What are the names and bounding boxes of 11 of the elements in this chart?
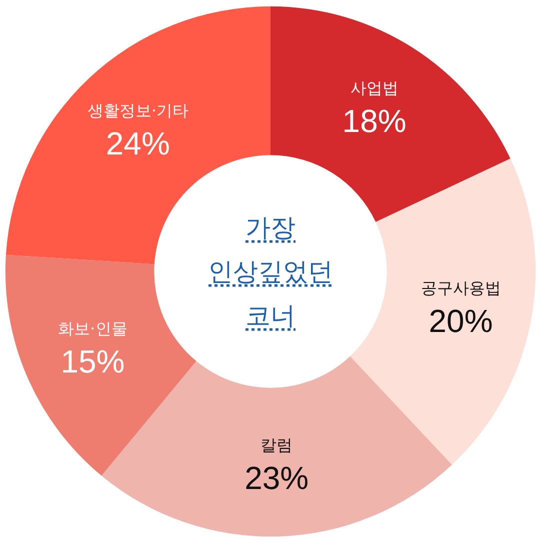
slice-label: 생활정보·기타 — [87, 100, 188, 120]
slice-label: 화보·인물 — [58, 318, 128, 338]
slice-label: 칼럼 — [260, 436, 293, 455]
text: 가장 인상깊었던 코너 — [208, 212, 333, 332]
data-label: 15% — [60, 343, 125, 380]
data-label: 18% — [342, 102, 406, 139]
slice-label: 사업법 — [350, 78, 398, 98]
slice-label: 공구사용법 — [420, 278, 501, 298]
data-label: 23% — [244, 460, 309, 496]
data-label: 24% — [106, 125, 170, 162]
data-label: 20% — [428, 302, 493, 339]
